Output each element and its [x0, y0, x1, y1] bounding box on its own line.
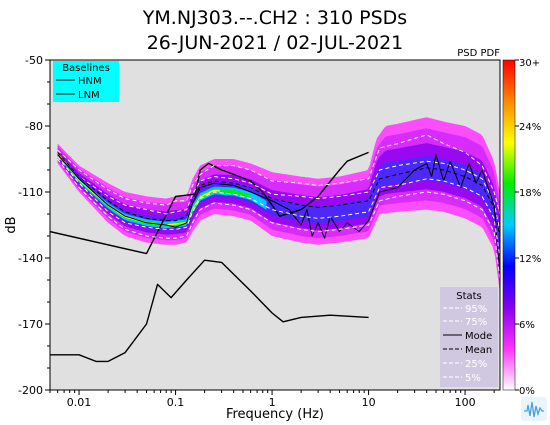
colorbar-tick-label: 24%	[519, 122, 541, 133]
y-tick-label: -110	[18, 186, 43, 199]
colorbar-title: PSD PDF	[457, 48, 500, 59]
stats-legend-75-label: 75%	[465, 317, 487, 328]
stats-legend-box	[440, 287, 498, 387]
y-tick-label: -140	[18, 252, 43, 265]
colorbar	[502, 59, 516, 391]
colorbar-tick-label: 12%	[519, 254, 541, 265]
x-axis: 0.01 0.1 1 10 100	[49, 390, 495, 409]
y-tick-label: -50	[25, 54, 43, 67]
chart-title-line2: 26-JUN-2021 / 02-JUL-2021	[147, 32, 404, 54]
series-95pct	[57, 134, 500, 215]
stats-legend-5-label: 5%	[465, 373, 481, 384]
x-axis-label: Frequency (Hz)	[226, 407, 324, 422]
x-tick-label: 1	[269, 396, 276, 409]
stats-legend-95-label: 95%	[465, 304, 487, 315]
chart-title-line1: YM.NJ303.--.CH2 : 310 PSDs	[142, 7, 407, 29]
series-25pct	[57, 156, 500, 259]
series-mean	[57, 152, 500, 237]
pdf-density-layer	[57, 117, 500, 294]
series-lnm	[50, 259, 369, 363]
x-tick-label: 0.01	[67, 396, 92, 409]
series-75pct	[57, 152, 500, 232]
y-axis-label: dB	[4, 216, 19, 233]
stats-legend-title: Stats	[456, 291, 482, 302]
stats-legend-25-label: 25%	[465, 359, 487, 370]
colorbar-ticks: 0% 6% 12% 18% 24% 30+	[515, 58, 541, 397]
series-mode	[57, 154, 500, 276]
waveform-logo-icon	[521, 397, 547, 421]
stats-legend: Stats 95% 75% Mode Mean 25% 5%	[440, 287, 498, 387]
series-5pct	[57, 158, 500, 281]
curve-layer	[50, 134, 500, 363]
y-tick-label: -80	[25, 120, 43, 133]
stats-legend-mean-label: Mean	[465, 345, 492, 356]
baselines-legend-box	[53, 61, 119, 102]
colorbar-tick-label: 0%	[519, 386, 535, 397]
colorbar-tick-label: 6%	[519, 320, 535, 331]
density-core	[57, 153, 267, 229]
colorbar-tick-label: 30+	[519, 58, 540, 69]
baselines-legend: Baselines HNM LNM	[53, 61, 119, 102]
baselines-legend-lnm-label: LNM	[78, 90, 100, 101]
baselines-legend-hnm-label: HNM	[78, 76, 102, 87]
stats-legend-mode-label: Mode	[465, 331, 492, 342]
y-tick-label: -200	[18, 384, 43, 397]
x-tick-label: 10	[362, 396, 376, 409]
density-band	[57, 151, 500, 261]
colorbar-tick-label: 18%	[519, 188, 541, 199]
series-hnm	[50, 151, 369, 255]
y-tick-label: -170	[18, 318, 43, 331]
plot-frame	[49, 59, 501, 391]
x-tick-label: 100	[455, 396, 476, 409]
baselines-legend-title: Baselines	[62, 63, 110, 74]
x-tick-label: 0.1	[167, 396, 185, 409]
y-axis: -50 -80 -110 -140 -170 -200	[18, 54, 50, 397]
